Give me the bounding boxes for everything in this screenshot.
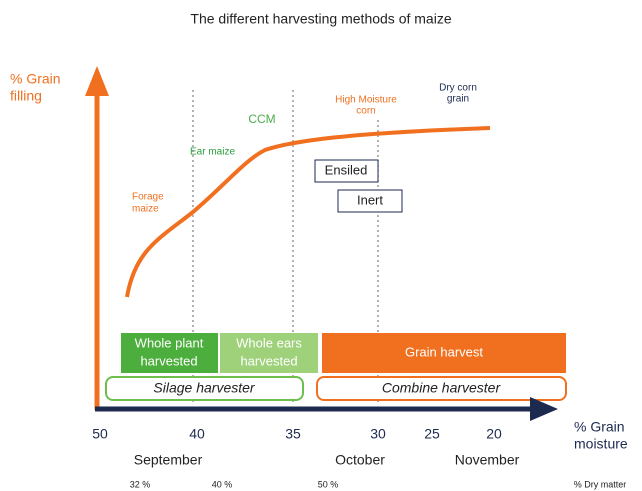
dry-matter-label: % Dry matter — [574, 479, 627, 489]
month: October — [335, 452, 385, 468]
harvester-box — [316, 376, 567, 401]
harvester-label: Silage harvester — [153, 380, 256, 396]
y-axis-label: filling — [10, 88, 42, 104]
x-arrow — [530, 397, 558, 421]
y-axis-label: % Grain — [10, 71, 61, 87]
state-box — [314, 159, 379, 183]
harvest-label: Whole ears — [236, 335, 302, 350]
x-axis-label: moisture — [574, 436, 628, 452]
moisture-tick: 40 — [189, 426, 205, 442]
month: September — [134, 452, 203, 468]
state-box — [337, 189, 403, 213]
dry-matter: 40 % — [212, 479, 233, 489]
curve-label: High Moisture — [335, 95, 397, 106]
curve-label: Dry corn — [439, 83, 477, 94]
curve-label: maize — [132, 204, 159, 215]
curve-label: grain — [447, 94, 469, 105]
curve-label: Forage — [132, 192, 164, 203]
harvest-bar — [220, 333, 318, 373]
moisture-tick: 30 — [370, 426, 386, 442]
moisture-tick: 35 — [285, 426, 301, 442]
state-label: Ensiled — [325, 162, 368, 177]
curve-label: corn — [356, 106, 375, 117]
harvest-label: harvested — [140, 353, 197, 368]
title: The different harvesting methods of maiz… — [190, 11, 451, 27]
harvester-box — [105, 376, 304, 401]
curve-label: CCM — [248, 112, 275, 126]
dry-matter: 32 % — [130, 479, 151, 489]
x-axis-label: % Grain — [574, 419, 625, 435]
harvest-label: Grain harvest — [405, 344, 483, 359]
harvest-label: Whole plant — [135, 335, 204, 350]
harvest-label: harvested — [240, 353, 297, 368]
moisture-tick: 25 — [424, 426, 440, 442]
moisture-tick: 50 — [92, 426, 108, 442]
y-arrow — [85, 66, 109, 96]
dry-matter: 50 % — [318, 479, 339, 489]
harvest-bar — [322, 333, 566, 373]
curve — [125, 126, 491, 298]
moisture-tick: 20 — [486, 426, 502, 442]
state-label: Inert — [357, 192, 383, 207]
curve-label: Ear maize — [190, 147, 235, 158]
month: November — [455, 452, 520, 468]
harvest-bar — [121, 333, 218, 373]
harvester-label: Combine harvester — [382, 380, 502, 396]
